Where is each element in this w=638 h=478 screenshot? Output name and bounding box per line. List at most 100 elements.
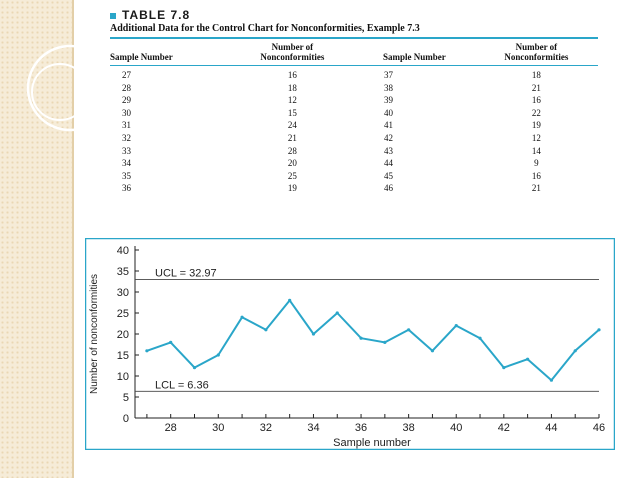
data-point xyxy=(526,357,530,361)
table-cell: 39 xyxy=(383,95,393,106)
table-row: 30 15 40 22 xyxy=(110,107,598,120)
data-point xyxy=(192,366,197,370)
table-cell: 16 xyxy=(531,95,541,106)
chart-frame xyxy=(85,238,615,450)
table-row: 28 18 38 21 xyxy=(110,82,598,95)
table-row: 33 28 43 14 xyxy=(110,145,598,158)
y-tick-label: 10 xyxy=(117,371,129,383)
table-cell: 18 xyxy=(287,82,297,93)
table-row: 27 16 37 18 xyxy=(110,69,598,82)
y-tick-label: 20 xyxy=(117,329,129,341)
x-tick-label: 28 xyxy=(165,422,177,434)
table-cell: 12 xyxy=(287,95,297,106)
table-cell: 14 xyxy=(531,145,541,156)
table-cell: 16 xyxy=(531,170,541,181)
table-cell: 21 xyxy=(531,82,541,93)
data-point xyxy=(311,332,316,336)
table-cell: 37 xyxy=(383,70,393,80)
table-cell: 15 xyxy=(287,107,297,118)
x-tick-label: 34 xyxy=(307,422,319,434)
table-cell: 24 xyxy=(287,120,297,131)
table-cell: 42 xyxy=(383,132,393,143)
table-cell: 41 xyxy=(383,120,393,131)
deco-circle-small xyxy=(31,63,89,121)
x-tick-label: 32 xyxy=(260,422,272,434)
table-cell: 32 xyxy=(122,132,131,143)
y-tick-label: 25 xyxy=(117,308,129,320)
table-cell: 46 xyxy=(383,183,393,194)
table-cell: 34 xyxy=(122,158,131,169)
table-cell: 25 xyxy=(287,170,297,181)
data-point xyxy=(407,328,411,332)
table-cell: 38 xyxy=(383,82,393,93)
data-point xyxy=(169,340,173,344)
x-axis-label: Sample number xyxy=(333,437,411,449)
table-cell: 28 xyxy=(122,82,131,93)
y-tick-label: 40 xyxy=(117,245,129,257)
decorative-circles xyxy=(26,44,114,132)
table-row: 31 24 41 19 xyxy=(110,119,598,132)
data-point xyxy=(454,324,458,328)
control-chart: 0 5 10 15 20 25 30 35 40 28 30 32 34 36 38 40 42 44 46 Samp… xyxy=(85,238,615,450)
column-header: Sample Number xyxy=(110,52,173,62)
table-cell: 19 xyxy=(287,183,297,194)
data-line xyxy=(146,299,600,382)
x-tick-label: 44 xyxy=(545,422,557,434)
table-cell: 21 xyxy=(531,183,541,194)
data-point xyxy=(240,315,244,319)
table-row: 35 25 45 16 xyxy=(110,170,598,183)
table-label: TABLE 7.8 xyxy=(122,8,191,22)
table-cell: 29 xyxy=(122,95,131,106)
table-cell: 44 xyxy=(383,158,393,169)
table-row: 29 12 39 16 xyxy=(110,94,598,107)
data-point xyxy=(145,349,149,353)
table-cell: 27 xyxy=(122,70,131,80)
x-tick-label: 40 xyxy=(450,422,462,434)
table-cell: 43 xyxy=(383,145,393,156)
table-cell: 40 xyxy=(383,107,393,118)
table-header-rule xyxy=(110,65,598,66)
table-cell: 36 xyxy=(122,183,131,194)
y-tick-label: 0 xyxy=(123,413,129,425)
data-point xyxy=(573,349,577,353)
table-top-rule xyxy=(110,37,598,39)
data-point xyxy=(597,328,601,332)
data-table-section: TABLE 7.8 Additional Data for the Contro… xyxy=(110,8,598,195)
data-point xyxy=(430,349,435,353)
data-point xyxy=(264,328,268,332)
lcl-label: LCL = 6.36 xyxy=(155,379,209,391)
deco-circle-large xyxy=(26,44,114,132)
table-caption: Additional Data for the Control Chart fo… xyxy=(110,23,420,34)
table-row: 32 21 42 12 xyxy=(110,132,598,145)
table-cell: 31 xyxy=(122,120,131,131)
y-tick-label: 15 xyxy=(117,350,129,362)
data-point xyxy=(383,340,387,344)
table-cell: 22 xyxy=(531,107,541,118)
square-bullet-icon xyxy=(110,12,116,19)
column-header: Number of Nonconformities xyxy=(504,42,569,62)
data-point xyxy=(502,366,506,370)
y-axis-label: Number of nonconformities xyxy=(89,274,100,394)
table-cell: 20 xyxy=(287,158,297,169)
column-header: Sample Number xyxy=(383,52,446,62)
table-header-row: Sample Number Number of Nonconformities S… xyxy=(110,39,598,65)
x-tick-label: 46 xyxy=(593,422,605,434)
table-cell: 19 xyxy=(531,120,541,131)
data-point xyxy=(288,298,292,302)
x-tick-label: 38 xyxy=(403,422,415,434)
chart-marks: UCL = 32.97 LCL = 6.36 xyxy=(135,268,601,392)
y-tick-label: 5 xyxy=(123,392,129,404)
y-tick-label: 30 xyxy=(117,287,129,299)
table-cell: 21 xyxy=(287,132,297,143)
x-tick-label: 42 xyxy=(498,422,510,434)
table-cell: 30 xyxy=(122,107,131,118)
data-point xyxy=(478,336,482,340)
data-table: Sample Number Number of Nonconformities S… xyxy=(110,39,598,195)
x-tick-label: 30 xyxy=(212,422,224,434)
data-point xyxy=(216,353,220,357)
x-tick-label: 36 xyxy=(355,422,367,434)
table-cell: 35 xyxy=(122,170,131,181)
sidebar-border xyxy=(72,0,74,478)
table-cell: 33 xyxy=(122,145,131,156)
table-cell: 28 xyxy=(287,145,297,156)
